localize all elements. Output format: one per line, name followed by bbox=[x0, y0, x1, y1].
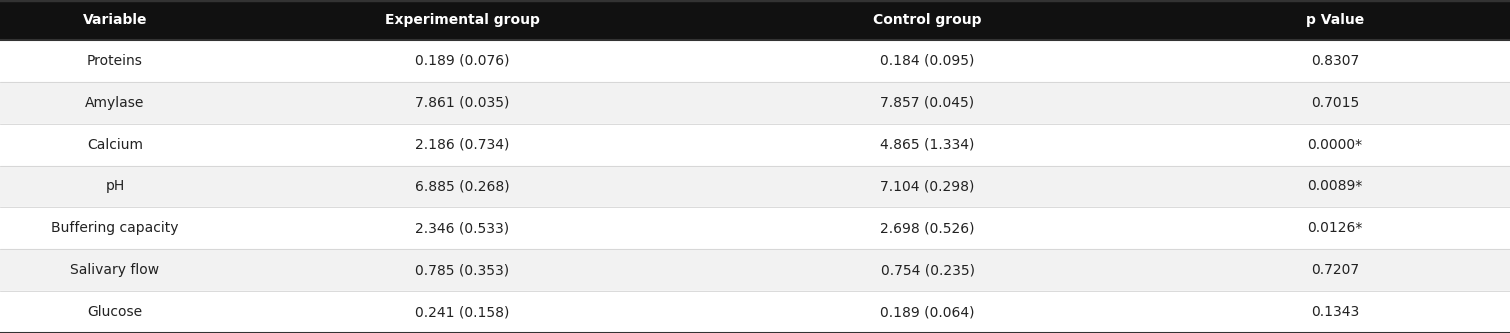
Text: 0.1343: 0.1343 bbox=[1311, 305, 1359, 319]
Bar bbox=[0, 82, 1510, 124]
Bar bbox=[0, 40, 1510, 82]
Bar bbox=[0, 291, 1510, 333]
Text: 0.0089*: 0.0089* bbox=[1308, 179, 1362, 193]
Bar bbox=[0, 166, 1510, 207]
Text: Variable: Variable bbox=[83, 13, 148, 27]
Text: Amylase: Amylase bbox=[85, 96, 145, 110]
Text: Salivary flow: Salivary flow bbox=[71, 263, 160, 277]
Text: 0.7207: 0.7207 bbox=[1311, 263, 1359, 277]
Bar bbox=[0, 124, 1510, 166]
Text: 0.7015: 0.7015 bbox=[1311, 96, 1359, 110]
Text: p Value: p Value bbox=[1306, 13, 1364, 27]
Text: 0.754 (0.235): 0.754 (0.235) bbox=[880, 263, 974, 277]
Text: 0.785 (0.353): 0.785 (0.353) bbox=[415, 263, 509, 277]
Text: 6.885 (0.268): 6.885 (0.268) bbox=[415, 179, 510, 193]
Text: 4.865 (1.334): 4.865 (1.334) bbox=[880, 138, 974, 152]
Text: 0.189 (0.076): 0.189 (0.076) bbox=[415, 54, 510, 68]
Text: 0.189 (0.064): 0.189 (0.064) bbox=[880, 305, 975, 319]
Text: 2.346 (0.533): 2.346 (0.533) bbox=[415, 221, 509, 235]
Text: Control group: Control group bbox=[873, 13, 982, 27]
Text: 2.698 (0.526): 2.698 (0.526) bbox=[880, 221, 975, 235]
Text: 7.104 (0.298): 7.104 (0.298) bbox=[880, 179, 974, 193]
Text: 2.186 (0.734): 2.186 (0.734) bbox=[415, 138, 510, 152]
Text: 0.184 (0.095): 0.184 (0.095) bbox=[880, 54, 974, 68]
Text: Proteins: Proteins bbox=[88, 54, 143, 68]
Text: Experimental group: Experimental group bbox=[385, 13, 541, 27]
Text: 0.0126*: 0.0126* bbox=[1308, 221, 1362, 235]
Bar bbox=[0, 249, 1510, 291]
Text: 0.0000*: 0.0000* bbox=[1308, 138, 1362, 152]
Text: 7.857 (0.045): 7.857 (0.045) bbox=[880, 96, 974, 110]
Text: Calcium: Calcium bbox=[88, 138, 143, 152]
Text: 0.241 (0.158): 0.241 (0.158) bbox=[415, 305, 510, 319]
Text: pH: pH bbox=[106, 179, 125, 193]
Text: 7.861 (0.035): 7.861 (0.035) bbox=[415, 96, 510, 110]
Text: 0.8307: 0.8307 bbox=[1311, 54, 1359, 68]
Bar bbox=[0, 207, 1510, 249]
Bar bbox=[0, 0, 1510, 40]
Text: Buffering capacity: Buffering capacity bbox=[51, 221, 178, 235]
Text: Glucose: Glucose bbox=[88, 305, 142, 319]
